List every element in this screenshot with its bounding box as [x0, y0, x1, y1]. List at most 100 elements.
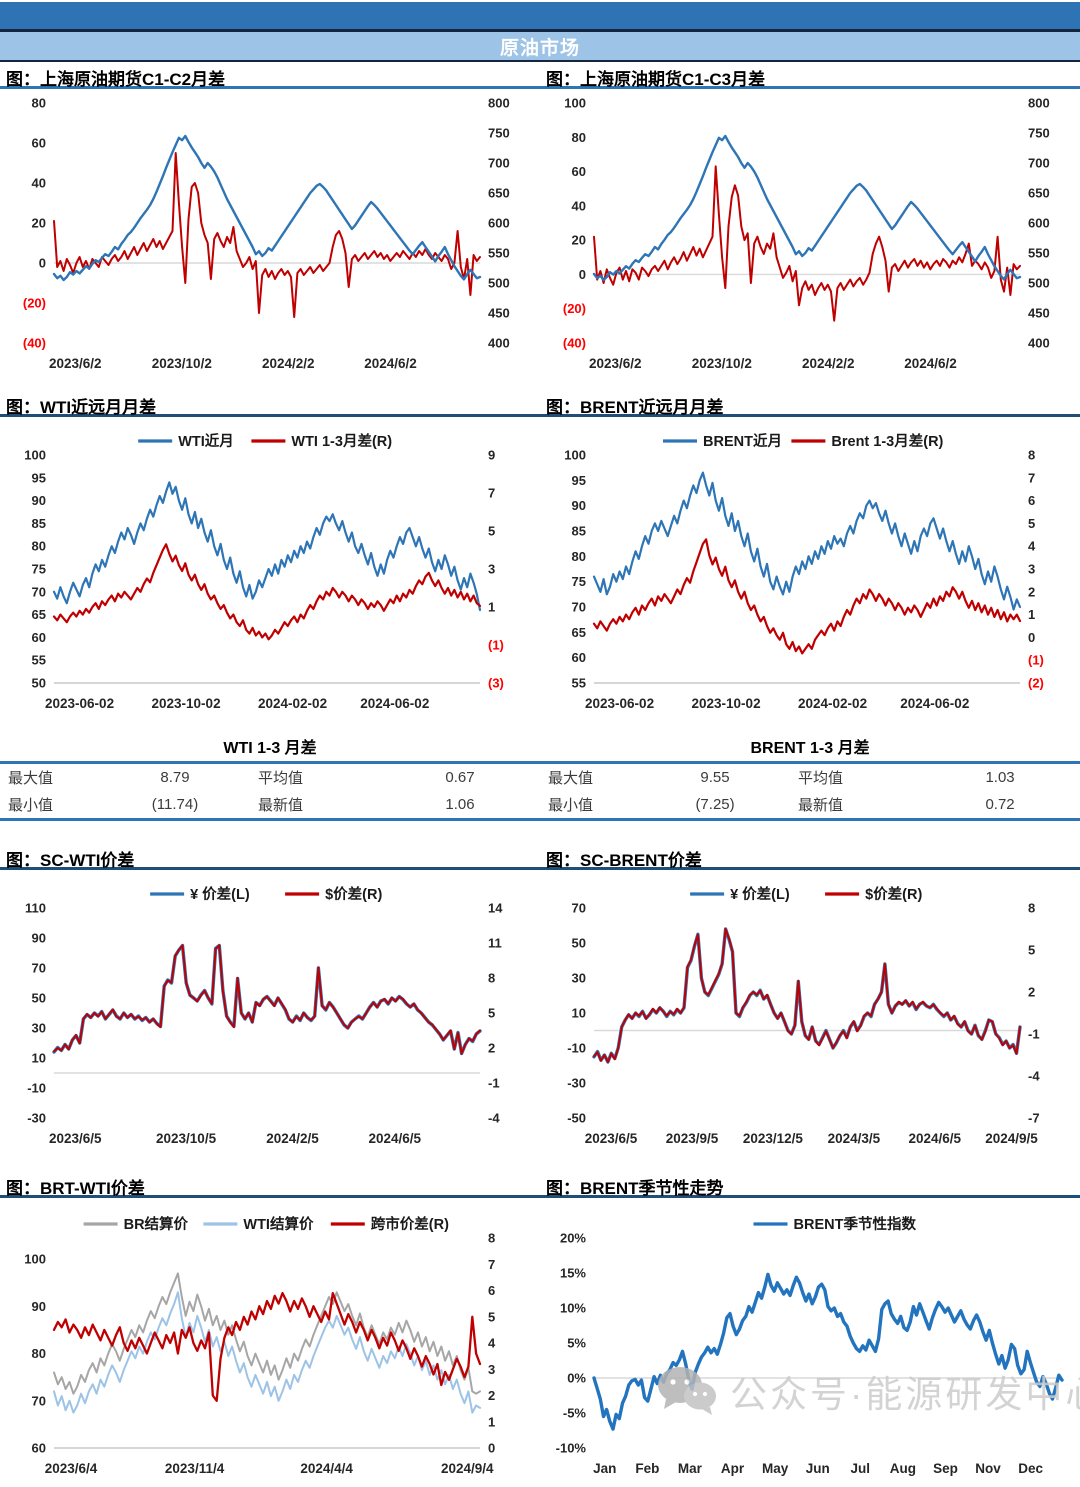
svg-text:Dec: Dec	[1018, 1461, 1043, 1476]
chart-title-wti-spread: 图：WTI近远月月差	[0, 390, 540, 417]
stat-value: 9.55	[700, 769, 730, 786]
chart-title-shfe-c1c3: 图：上海原油期货C1-C3月差	[540, 62, 1080, 89]
svg-text:2024/6/5: 2024/6/5	[909, 1131, 962, 1146]
svg-text:2: 2	[488, 1388, 495, 1403]
chart-title-brt-wti: 图：BRT-WTI价差	[0, 1171, 540, 1198]
chart-title-brent-seasonal: 图：BRENT季节性走势	[540, 1171, 1080, 1198]
svg-text:600: 600	[488, 216, 510, 231]
svg-text:65: 65	[32, 607, 46, 622]
svg-text:Nov: Nov	[975, 1461, 1001, 1476]
svg-text:70: 70	[32, 584, 46, 599]
svg-text:15%: 15%	[560, 1266, 586, 1281]
svg-text:6: 6	[1028, 493, 1035, 508]
svg-text:-1: -1	[488, 1076, 500, 1091]
svg-text:8: 8	[488, 971, 495, 986]
svg-text:-30: -30	[27, 1111, 46, 1126]
svg-text:(3): (3)	[488, 676, 504, 691]
stat-label: 最大值	[548, 770, 594, 787]
svg-text:80: 80	[32, 539, 46, 554]
svg-text:75: 75	[572, 574, 586, 589]
svg-text:3: 3	[1028, 562, 1035, 577]
svg-text:5%: 5%	[567, 1336, 586, 1351]
svg-text:20%: 20%	[560, 1231, 586, 1246]
stat-label: 最大值	[8, 770, 54, 787]
svg-text:2023-06-02: 2023-06-02	[45, 696, 114, 711]
svg-text:1: 1	[1028, 607, 1035, 622]
stat-value: 1.03	[985, 769, 1015, 786]
svg-text:80: 80	[32, 96, 46, 111]
table-header-brent: BRENT 1-3 月差	[540, 732, 1080, 764]
stat-label: 平均值	[258, 770, 304, 787]
svg-text:-1: -1	[1028, 1027, 1040, 1042]
svg-text:2023/6/2: 2023/6/2	[49, 356, 102, 371]
svg-text:Jul: Jul	[851, 1461, 871, 1476]
stat-label: 最新值	[250, 791, 380, 821]
panel-brent-spread: 图：BRENT近远月月差 100 95 90 85 80 75 70 65 60 55 8 7 6 5 4 3…	[540, 390, 1080, 722]
svg-text:BRENT近月: BRENT近月	[703, 432, 782, 450]
svg-text:30: 30	[572, 971, 586, 986]
svg-text:0: 0	[579, 267, 586, 282]
svg-text:60: 60	[32, 1441, 46, 1456]
svg-text:2024/9/4: 2024/9/4	[441, 1461, 494, 1476]
svg-text:0: 0	[39, 256, 46, 271]
svg-text:-7: -7	[1028, 1111, 1040, 1126]
svg-text:Mar: Mar	[678, 1461, 703, 1476]
svg-text:100: 100	[564, 448, 586, 463]
stat-value: 8.79	[160, 769, 190, 786]
svg-text:2023-06-02: 2023-06-02	[585, 696, 654, 711]
svg-text:400: 400	[488, 336, 510, 351]
svg-text:110: 110	[25, 901, 46, 916]
svg-text:650: 650	[1028, 186, 1050, 201]
stat-value: 0.67	[445, 769, 475, 786]
svg-text:4: 4	[488, 1336, 496, 1351]
table-row: 最小值 (11.74) 最新值 1.06 最小值 (7.25) 最新值 0.72	[0, 791, 1080, 821]
svg-text:800: 800	[1028, 96, 1050, 111]
svg-text:2024-02-02: 2024-02-02	[258, 696, 327, 711]
svg-text:(20): (20)	[563, 301, 586, 316]
svg-text:2024/3/5: 2024/3/5	[828, 1131, 881, 1146]
svg-text:20: 20	[572, 233, 586, 248]
svg-text:2023/6/5: 2023/6/5	[585, 1131, 638, 1146]
svg-text:-10%: -10%	[556, 1441, 587, 1456]
svg-text:3: 3	[488, 562, 495, 577]
svg-text:5: 5	[488, 1006, 495, 1021]
svg-text:2023/10/2: 2023/10/2	[692, 356, 752, 371]
svg-text:Apr: Apr	[721, 1461, 745, 1476]
svg-text:70: 70	[572, 600, 586, 615]
svg-text:750: 750	[488, 126, 510, 141]
svg-text:2024/2/2: 2024/2/2	[262, 356, 315, 371]
svg-text:$价差(R): $价差(R)	[865, 885, 922, 903]
svg-text:$价差(R): $价差(R)	[325, 885, 382, 903]
svg-text:2024/6/2: 2024/6/2	[364, 356, 417, 371]
svg-text:8: 8	[1028, 901, 1035, 916]
svg-text:3: 3	[488, 1362, 495, 1377]
panel-sc-wti: 图：SC-WTI价差 110 90 70 50 30 10 -10 -30 14 11 8 5 2 -1 -…	[0, 843, 540, 1157]
svg-text:90: 90	[32, 493, 46, 508]
svg-text:(1): (1)	[488, 638, 504, 653]
svg-text:7: 7	[488, 1257, 495, 1272]
chart-brent-seasonal: 20% 15% 10% 5% 0% -5% -10% Jan Feb Mar Apr May Jun Ju…	[540, 1198, 1080, 1487]
chart-shfe-c1c3: 100 80 60 40 20 0 (20) (40) 800 750 700 650 600 550 50…	[540, 89, 1080, 382]
svg-text:9: 9	[488, 448, 495, 463]
panel-sc-brent: 图：SC-BRENT价差 70 50 30 10 -10 -30 -50 8 5 2 -1 -4 -7 2…	[540, 843, 1080, 1157]
svg-text:2023/6/4: 2023/6/4	[45, 1461, 98, 1476]
svg-text:-50: -50	[567, 1111, 586, 1126]
svg-text:30: 30	[32, 1021, 46, 1036]
panel-shfe-c1c3: 图：上海原油期货C1-C3月差 100 80 60 40 20 0 (20) (40) 800 7…	[540, 62, 1080, 382]
svg-text:Jun: Jun	[806, 1461, 830, 1476]
svg-text:90: 90	[32, 931, 46, 946]
chart-row-2: 图：WTI近远月月差 100 95 90 85 80 75 70 65 60 55 50 9 7 5 3 1(…	[0, 390, 1080, 722]
svg-text:5: 5	[488, 524, 495, 539]
svg-text:60: 60	[572, 650, 586, 665]
svg-text:50: 50	[32, 991, 46, 1006]
svg-text:-4: -4	[488, 1111, 500, 1126]
svg-text:¥ 价差(L): ¥ 价差(L)	[730, 885, 790, 903]
svg-text:7: 7	[488, 486, 495, 501]
stat-value-negative: (11.74)	[100, 791, 250, 821]
svg-text:6: 6	[488, 1283, 495, 1298]
svg-text:500: 500	[1028, 276, 1050, 291]
stat-label: 最小值	[540, 791, 641, 821]
svg-text:100: 100	[564, 96, 586, 111]
svg-text:8: 8	[1028, 448, 1035, 463]
svg-text:90: 90	[32, 1299, 46, 1314]
